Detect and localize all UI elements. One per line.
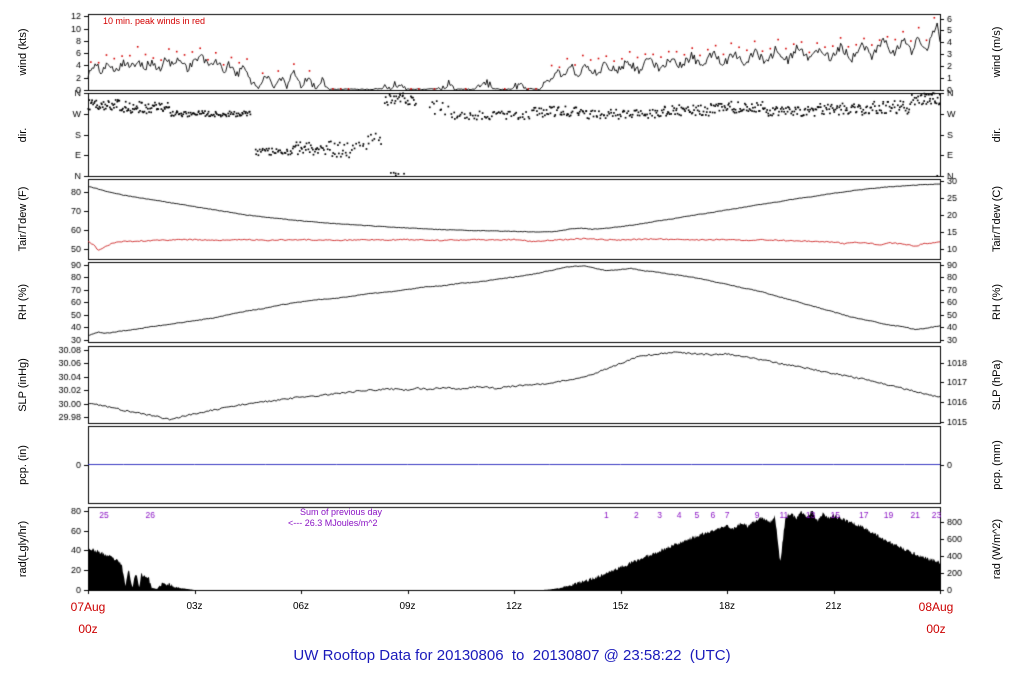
rad-sum-annotation-line2: <--- 26.3 MJoules/m^2 <box>288 518 378 528</box>
x-axis-label-09z: 09z <box>399 601 416 612</box>
x-axis-start-hour: 00z <box>78 621 98 636</box>
axis-title-left-wind: wind (kts) <box>17 28 29 76</box>
axis-title-left-pcp: pcp. (in) <box>17 444 29 485</box>
x-axis-label-03z: 03z <box>186 601 203 612</box>
rad-sum-annotation-line1: Sum of previous day <box>300 507 383 517</box>
axis-title-left-rh: RH (%) <box>17 283 29 321</box>
x-axis-label-12z: 12z <box>505 601 523 612</box>
axis-title-right-slp: SLP (hPa) <box>991 359 1003 410</box>
x-axis-start-label: 07Aug 00z <box>71 597 106 640</box>
axis-title-right-pcp: pcp. (mm) <box>991 439 1003 490</box>
x-axis-end-date: 08Aug <box>918 600 954 614</box>
axis-title-left-rad: rad(Lgly/hr) <box>17 520 29 577</box>
x-axis-end-label: 08Aug 00z <box>919 597 954 640</box>
x-axis-label-21z: 21z <box>825 601 842 612</box>
axis-title-right-dir: dir. <box>991 127 1003 142</box>
x-axis-label-06z: 06z <box>292 601 310 612</box>
axis-title-left-slp: SLP (inHg) <box>17 357 29 412</box>
wind-peaks-annotation: 10 min. peak winds in red <box>103 16 206 26</box>
figure-title: UW Rooftop Data for 20130806 to 20130807… <box>293 647 731 664</box>
x-axis-start-date: 07Aug <box>70 600 106 614</box>
axis-title-left-dir: dir. <box>17 127 29 142</box>
axis-title-left-temp: Tair/Tdew (F) <box>17 186 29 252</box>
x-axis-end-hour: 00z <box>926 621 946 636</box>
x-axis-label-15z: 15z <box>612 601 629 612</box>
axis-title-right-rad: rad (W/m^2) <box>991 518 1003 579</box>
axis-title-right-temp: Tair/Tdew (C) <box>991 185 1003 253</box>
axis-title-right-rh: RH (%) <box>991 283 1003 321</box>
x-axis-label-18z: 18z <box>718 601 736 612</box>
axis-title-right-wind: wind (m/s) <box>991 26 1003 78</box>
